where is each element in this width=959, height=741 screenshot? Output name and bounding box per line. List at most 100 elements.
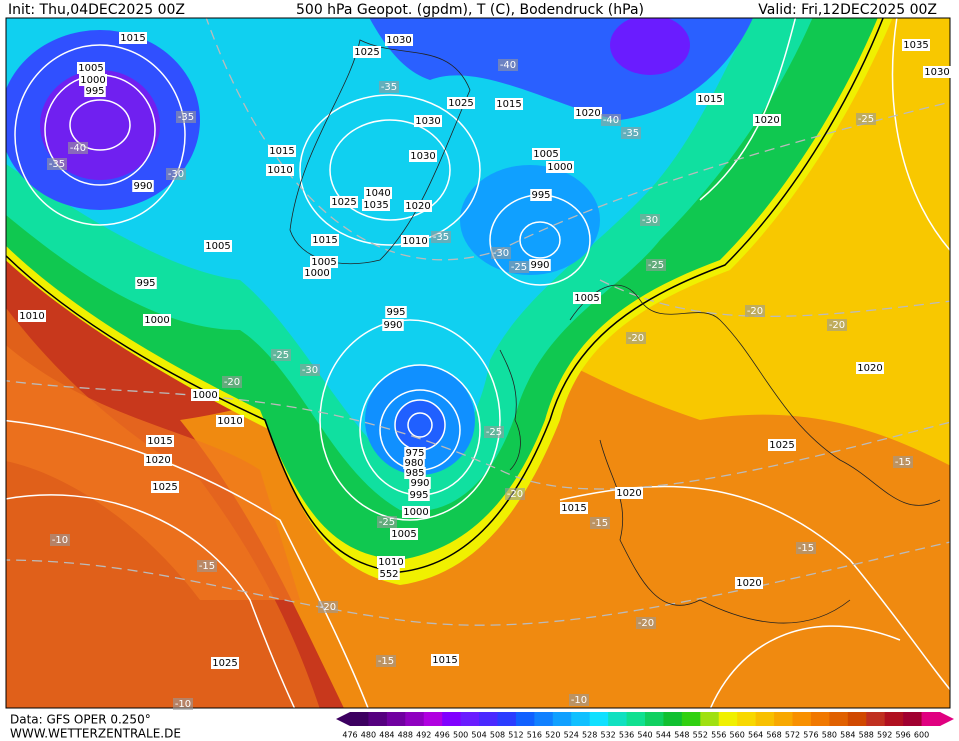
temperature-label-bg [222,376,242,388]
colorbar-label: 548 [674,731,689,740]
colorbar-swatch [645,712,664,726]
pressure-label: 1005 [311,257,336,268]
pressure-label-bg [211,657,239,669]
temperature-label: -20 [638,618,654,629]
colorbar-label: 584 [840,731,855,740]
colorbar-label: 560 [730,731,745,740]
colorbar-swatch [571,712,591,726]
temperature-label: -40 [603,115,619,126]
pressure-label: 1015 [312,235,337,246]
pressure-label: 995 [531,190,550,201]
site-url: WWW.WETTERZENTRALE.DE [10,727,181,741]
pressure-label: 1020 [754,115,779,126]
colorbar-label: 596 [895,731,910,740]
pressure-label-bg [409,150,437,162]
temperature-label: -25 [379,517,395,528]
colorbar-label: 592 [877,731,892,740]
temperature-label-bg [173,698,193,710]
pressure-label: 1020 [857,363,882,374]
pressure-label: 552 [379,569,398,580]
colorbar-label: 492 [416,731,431,740]
pressure-label: 1015 [147,436,172,447]
pressure-label: 1015 [432,655,457,666]
colorbar-label: 588 [859,731,874,740]
pressure-label-bg [310,256,338,268]
pressure-label-bg [768,439,796,451]
temperature-label-bg [827,319,847,331]
pressure-label-bg [615,487,643,499]
zone-yellow-east [580,18,950,466]
pressure-label: 1040 [365,188,390,199]
pressure-label: 995 [386,307,405,318]
colorbar-swatch [350,712,369,726]
pressure-label-bg [377,556,405,568]
pressure-label-bg [330,196,358,208]
valid-time: Valid: Fri,12DEC2025 00Z [758,2,937,18]
temperature-label: -15 [798,543,814,554]
temperature-label-bg [626,332,646,344]
colorbar-label: 600 [914,731,929,740]
temperature-label: -20 [628,333,644,344]
colorbar-swatch [718,712,738,726]
pressure-label-bg [409,477,431,489]
pressure-label: 1000 [192,390,217,401]
colorbar-swatch [534,712,554,726]
colorbar-swatch [774,712,793,726]
temperature-label: -15 [895,457,911,468]
colorbar-swatch [552,712,572,726]
pressure-label: 1015 [496,99,521,110]
pressure-label-bg [143,314,171,326]
temperature-label-bg [893,456,913,468]
temperature-label: -30 [168,169,184,180]
temperature-label: -25 [486,427,502,438]
pressure-label-bg [431,654,459,666]
colorbar-swatch [681,712,701,726]
pressure-label-bg [404,467,426,479]
temperature-label-bg [796,542,816,554]
colorbar-label: 572 [785,731,800,740]
colorbar-swatch [497,712,517,726]
temperature-label: -10 [52,535,68,546]
pressure-label-bg [574,107,602,119]
pressure-label-bg [696,93,724,105]
colorbar: 476 480 484 488 492 496 500 504 508 512 516 520 524 5… [336,712,954,740]
colorbar-label: 516 [527,731,542,740]
colorbar-label: 476 [342,731,357,740]
colorbar-label: 540 [637,731,652,740]
temperature-label: -30 [642,215,658,226]
temperature-label: -15 [378,656,394,667]
pressure-label-bg [390,528,418,540]
pressure-label: 1025 [212,658,237,669]
zone-purple-north [610,18,690,75]
temperature-label-bg [856,113,876,125]
temperature-label: -35 [178,112,194,123]
colorbar-label: 512 [508,731,523,740]
pressure-label: 995 [85,86,104,97]
colorbar-swatch [423,712,443,726]
colorbar-label: 480 [361,731,376,740]
pressure-label-bg [364,187,392,199]
colorbar-swatch [700,712,720,726]
colorbar-label: 484 [379,731,394,740]
temperature-label-bg [601,114,621,126]
pressure-label: 1000 [547,162,572,173]
colorbar-swatch [608,712,628,726]
colorbar-swatch [479,712,498,726]
pressure-label: 1025 [354,47,379,58]
colorbar-label: 568 [766,731,781,740]
pressure-label-bg [404,447,426,459]
pressure-label: 995 [136,278,155,289]
map-labels: 1015102510301005100099510251015102010151… [18,32,951,710]
pressure-label: 1015 [120,33,145,44]
colorbar-label: 488 [398,731,413,740]
init-time: Init: Thu,04DEC2025 00Z [8,2,185,18]
pressure-label-bg [385,34,413,46]
colorbar-swatch [663,712,683,726]
pressure-label-bg [135,277,157,289]
colorbar-swatch [589,712,609,726]
temperature-label-bg [636,617,656,629]
colorbar-swatch [386,712,406,726]
pressure-label: 1020 [736,578,761,589]
colorbar-swatch [460,712,480,726]
